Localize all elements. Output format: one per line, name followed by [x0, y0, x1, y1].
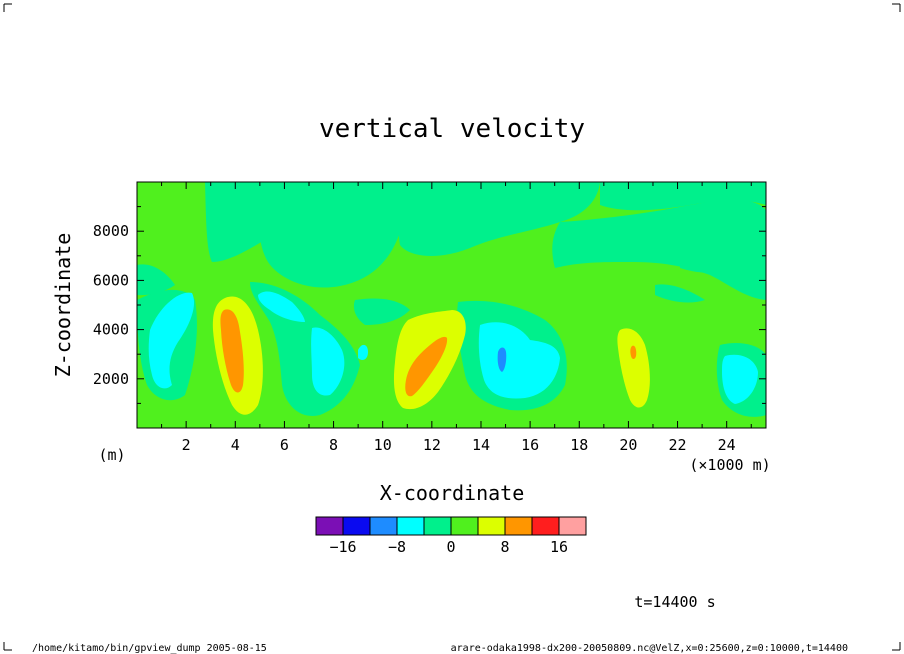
x-tick-label: 24	[718, 436, 736, 454]
contour-field	[137, 182, 766, 428]
upper-weak-downdraft	[137, 182, 766, 303]
y-unit-label: (m)	[98, 446, 125, 464]
y-tick-label: 8000	[93, 222, 129, 240]
footer-right: arare-odaka1998-dx200-20050809.nc@VelZ,x…	[451, 643, 848, 654]
chart-title: vertical velocity	[319, 114, 585, 144]
x-tick-label: 20	[619, 436, 637, 454]
y-tick-label: 4000	[93, 321, 129, 339]
colorbar-swatch	[504, 516, 533, 536]
x-tick-label: 12	[423, 436, 441, 454]
colorbar-swatch	[531, 516, 560, 536]
y-tick-labels: 2000 4000 6000 8000	[93, 222, 129, 388]
colorbar-swatch	[396, 516, 425, 536]
x-tick-label: 14	[472, 436, 490, 454]
x-tick-label: 2	[182, 436, 191, 454]
colorbar-swatch	[477, 516, 506, 536]
crop-marks	[3, 3, 901, 651]
x-tick-labels: 2 4 6 8 10 12 14 16 18 20 22 24	[182, 436, 736, 454]
contour-level-neg8-neg4	[148, 291, 758, 404]
colorbar-label: 16	[550, 538, 568, 556]
x-tick-label: 8	[329, 436, 338, 454]
colorbar-swatch	[450, 516, 479, 536]
y-axis	[137, 206, 766, 404]
x-tick-label: 16	[521, 436, 539, 454]
colorbar-label: −8	[388, 538, 406, 556]
contour-level-neg12-neg8	[497, 347, 507, 372]
time-label: t=14400 s	[634, 593, 715, 611]
colorbar-swatch	[342, 516, 371, 536]
x-tick-label: 4	[231, 436, 240, 454]
x-axis-title: X-coordinate	[380, 481, 525, 505]
colorbar-swatch	[315, 516, 344, 536]
y-axis-title: Z-coordinate	[51, 233, 75, 378]
y-tick-label: 6000	[93, 271, 129, 289]
colorbar-label: −16	[329, 538, 356, 556]
x-tick-label: 6	[280, 436, 289, 454]
footer-left: /home/kitamo/bin/gpview_dump 2005-08-15	[32, 643, 267, 654]
colorbar-swatch	[558, 516, 587, 536]
colorbar-labels: −16 −8 0 8 16	[329, 538, 568, 556]
x-tick-label: 22	[669, 436, 687, 454]
colorbar-swatch	[423, 516, 452, 536]
colorbar	[315, 516, 587, 536]
x-tick-label: 10	[374, 436, 392, 454]
colorbar-swatch	[369, 516, 398, 536]
x-unit-label: (×1000 m)	[689, 456, 770, 474]
x-tick-label: 18	[570, 436, 588, 454]
x-axis	[161, 182, 752, 428]
y-tick-label: 2000	[93, 370, 129, 388]
contour-level-8-12	[220, 309, 637, 397]
colorbar-label: 0	[446, 538, 455, 556]
colorbar-label: 8	[500, 538, 509, 556]
